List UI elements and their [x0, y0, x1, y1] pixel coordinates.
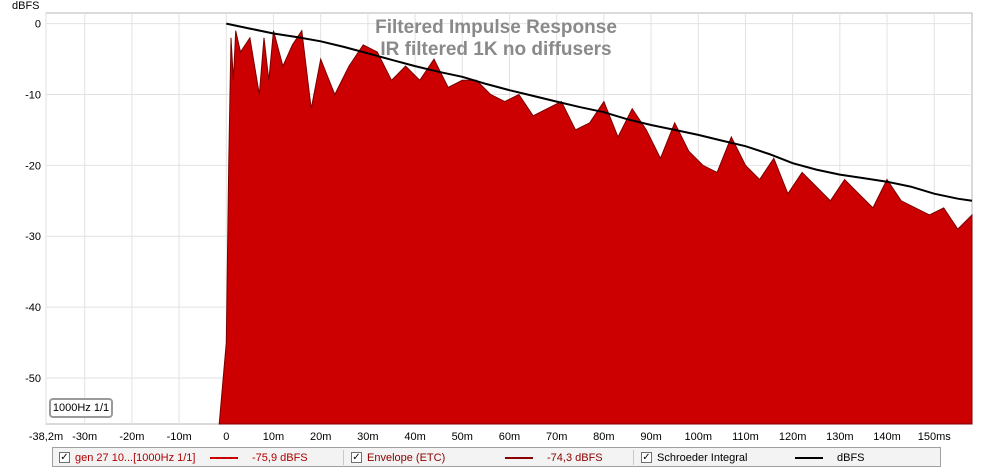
resolution-chip-label: 1000Hz 1/1 — [52, 402, 110, 414]
legend: ✓ gen 27 10...[1000Hz 1/1] -75,9 dBFS ✓ … — [52, 447, 941, 467]
legend-separator — [343, 450, 344, 465]
x-tick-label: 10m — [263, 431, 284, 443]
legend-swatch-red-icon — [210, 456, 238, 459]
x-tick-label: 30m — [357, 431, 378, 443]
x-tick-label: 50m — [452, 431, 473, 443]
check-icon[interactable]: ✓ — [641, 452, 652, 463]
x-tick-label: 80m — [593, 431, 614, 443]
y-tick-label: -50 — [25, 373, 41, 385]
y-tick-label: -30 — [25, 231, 41, 243]
x-tick-label: -38,2m — [29, 431, 63, 443]
x-tick-label: 100m — [684, 431, 712, 443]
x-tick-label: 70m — [546, 431, 567, 443]
x-tick-label: 130m — [826, 431, 854, 443]
legend-separator — [633, 450, 634, 465]
x-tick-label: 140m — [873, 431, 901, 443]
x-tick-label: -10m — [167, 431, 192, 443]
x-tick-label: 60m — [499, 431, 520, 443]
legend-item-envelope[interactable]: ✓ Envelope (ETC) -74,3 dBFS — [351, 450, 603, 465]
resolution-chip[interactable]: 1000Hz 1/1 — [49, 398, 113, 418]
x-tick-label: 20m — [310, 431, 331, 443]
x-tick-label: -20m — [119, 431, 144, 443]
chart-subtitle: IR filtered 1K no diffusers — [380, 39, 611, 60]
legend-item-schroeder[interactable]: ✓ Schroeder Integral dBFS — [641, 450, 865, 465]
x-tick-label: 120m — [779, 431, 807, 443]
legend-series-name: Schroeder Integral — [657, 451, 748, 464]
check-icon[interactable]: ✓ — [351, 452, 362, 463]
y-tick-label: -40 — [25, 302, 41, 314]
y-tick-label: 0 — [35, 19, 41, 31]
chart-title: Filtered Impulse Response — [375, 17, 617, 38]
legend-series-value: -75,9 dBFS — [252, 451, 308, 464]
check-icon[interactable]: ✓ — [59, 452, 70, 463]
y-tick-label: -10 — [25, 89, 41, 101]
legend-series-value: dBFS — [837, 451, 865, 464]
legend-item-measurement[interactable]: ✓ gen 27 10...[1000Hz 1/1] -75,9 dBFS — [59, 450, 308, 465]
schroeder-integral-line — [226, 22, 973, 202]
impulse-response-area — [218, 29, 973, 425]
x-tick-label: 150ms — [918, 431, 952, 443]
plot-series — [218, 22, 973, 425]
legend-swatch-black-icon — [795, 456, 823, 459]
x-tick-label: -30m — [72, 431, 97, 443]
x-tick-label: 40m — [404, 431, 425, 443]
legend-series-name: Envelope (ETC) — [367, 451, 446, 464]
axes: -38,2m -30m -20m -10m 0 10m 20m 30m 40m 50m 60m 70m… — [25, 19, 951, 443]
legend-series-value: -74,3 dBFS — [547, 451, 603, 464]
x-tick-label: 110m — [732, 431, 759, 443]
impulse-response-chart: -38,2m -30m -20m -10m 0 10m 20m 30m 40m 50m 60m 70m… — [12, 0, 973, 443]
y-tick-label: -20 — [25, 160, 41, 172]
x-tick-label: 0 — [223, 431, 229, 443]
legend-swatch-darkred-icon — [505, 456, 533, 459]
x-tick-label: 90m — [640, 431, 661, 443]
y-axis-label: dBFS — [12, 0, 40, 12]
legend-series-name: gen 27 10...[1000Hz 1/1] — [75, 451, 196, 464]
